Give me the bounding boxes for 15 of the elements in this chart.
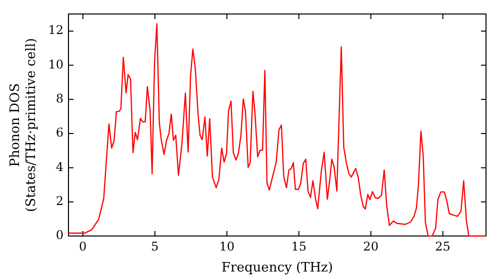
x-axis-title: Frequency (THz) [222,260,333,276]
x-tick-label: 15 [291,239,306,254]
x-tick-label: 20 [363,239,378,254]
y-axis-title: Phonon DOS (States/THz·primitive cell) [8,38,39,212]
x-tick-label: 0 [79,239,87,254]
x-tick-label: 25 [435,239,450,254]
y-tick-label: 2 [56,194,64,208]
x-tick-label: 10 [219,239,234,254]
y-tick-label: 10 [48,57,64,72]
y-tick-label: 8 [56,92,64,106]
y-tick-label: 0 [56,228,64,242]
y-tick-label: 4 [56,160,64,174]
y-tick-label: 12 [48,23,64,38]
y-tick-label: 6 [56,126,64,140]
x-tick-label: 5 [151,239,159,254]
